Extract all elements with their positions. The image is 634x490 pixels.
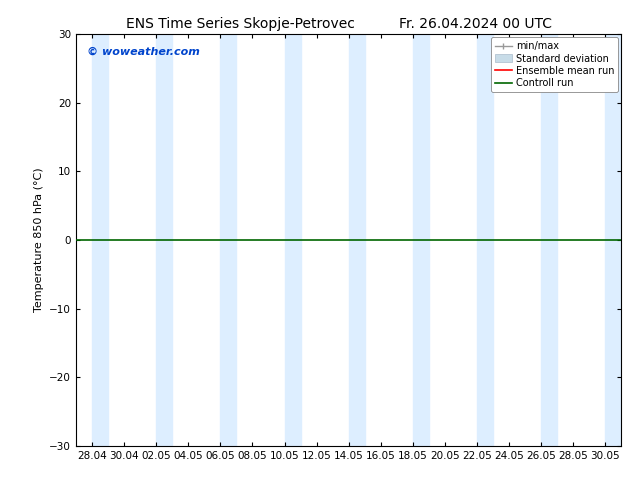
Bar xyxy=(605,34,621,446)
Text: © woweather.com: © woweather.com xyxy=(87,47,200,57)
Bar xyxy=(285,34,301,446)
Bar xyxy=(477,34,493,446)
Text: Fr. 26.04.2024 00 UTC: Fr. 26.04.2024 00 UTC xyxy=(399,17,552,31)
Y-axis label: Temperature 850 hPa (°C): Temperature 850 hPa (°C) xyxy=(34,168,44,313)
Bar xyxy=(541,34,557,446)
Bar xyxy=(92,34,108,446)
Bar xyxy=(413,34,429,446)
Legend: min/max, Standard deviation, Ensemble mean run, Controll run: min/max, Standard deviation, Ensemble me… xyxy=(491,37,618,92)
Bar xyxy=(221,34,236,446)
Text: ENS Time Series Skopje-Petrovec: ENS Time Series Skopje-Petrovec xyxy=(126,17,356,31)
Bar xyxy=(349,34,365,446)
Bar xyxy=(156,34,172,446)
